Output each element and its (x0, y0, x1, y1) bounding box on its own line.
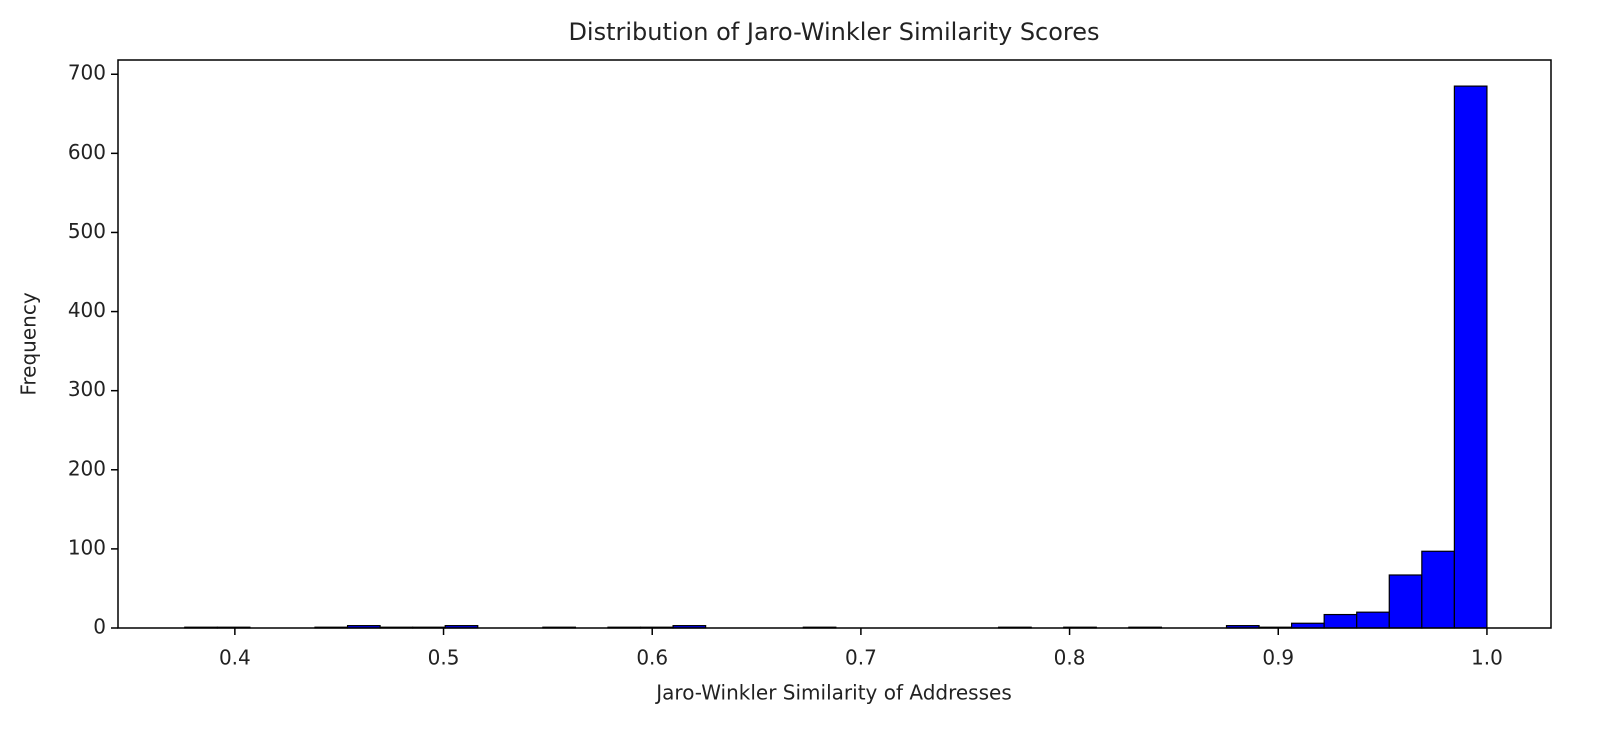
bar (1356, 611, 1390, 629)
x-tick-label: 0.6 (636, 646, 668, 670)
x-tick-label: 0.9 (1262, 646, 1294, 670)
x-tick-label: 0.8 (1054, 646, 1086, 670)
y-tick-label: 500 (68, 219, 106, 243)
bar (1388, 574, 1423, 629)
y-tick-label: 100 (68, 535, 106, 559)
bar (1421, 550, 1455, 629)
x-tick-label: 0.4 (219, 646, 251, 670)
y-axis-label: Frequency (17, 292, 41, 395)
y-tick-label: 200 (68, 456, 106, 480)
y-tick-label: 400 (68, 298, 106, 322)
y-tick-label: 0 (93, 615, 106, 639)
x-tick-label: 0.5 (428, 646, 460, 670)
x-tick-label: 1.0 (1471, 646, 1503, 670)
bar (1453, 85, 1488, 629)
x-axis-label: Jaro-Winkler Similarity of Addresses (654, 681, 1011, 705)
bar (1323, 613, 1358, 629)
y-tick-label: 300 (68, 377, 106, 401)
y-tick-label: 700 (68, 61, 106, 85)
chart-title: Distribution of Jaro-Winkler Similarity … (568, 18, 1099, 46)
plot-frame (117, 59, 1552, 629)
y-tick-label: 600 (68, 140, 106, 164)
x-tick-label: 0.7 (845, 646, 877, 670)
